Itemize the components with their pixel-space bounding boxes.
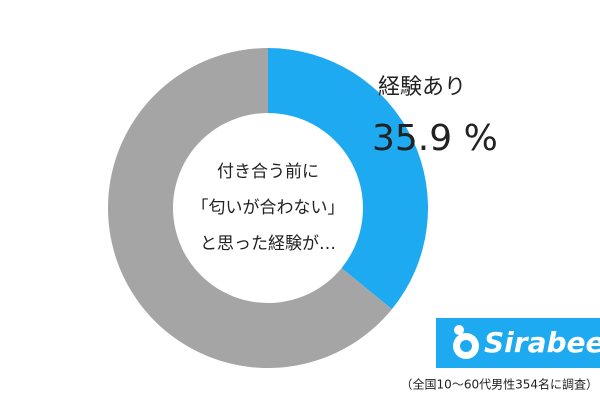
logo-icon [453,325,479,359]
donut-slice [108,48,392,369]
center-text: 付き合う前に [217,162,319,182]
slice-label: 経験あり [378,75,466,100]
logo-text: Sirabee [484,326,600,359]
footnote: （全国10〜60代男性354名に調査） [401,377,598,392]
center-text: と思った経験が… [200,234,336,254]
value-label: 35.9 % [372,118,498,159]
center-text: 「匂いが合わない」 [192,198,345,218]
donut-slice [268,48,429,310]
